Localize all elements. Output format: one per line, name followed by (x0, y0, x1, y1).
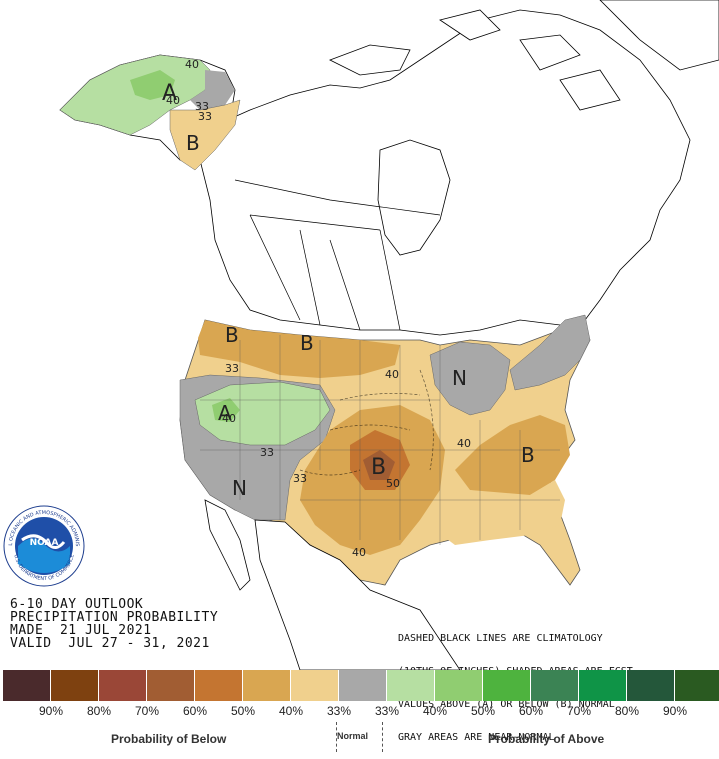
label-plains-40: 40 (385, 368, 399, 381)
legend-percent-label: 80% (614, 704, 640, 718)
label-sw-33a: 33 (260, 446, 274, 459)
label-center-b: B (371, 455, 386, 480)
legend-swatch (435, 670, 482, 701)
legend-percent-label: 40% (422, 704, 448, 718)
legend-percent-label: 33% (326, 704, 352, 718)
legend-swatch (627, 670, 674, 701)
note-line-3: VALUES ABOVE (A) OR BELOW (B) NORMAL (398, 699, 615, 710)
southeast-below-40 (435, 480, 565, 545)
legend-swatch (99, 670, 146, 701)
title-line-1: 6-10 DAY OUTLOOK (10, 597, 144, 612)
legend-above-label: Probability of Above (488, 732, 605, 746)
hudson-bay (377, 139, 451, 256)
label-sw-40: 40 (222, 412, 236, 425)
baja (204, 499, 251, 591)
label-greatlakes-n: N (452, 366, 467, 390)
outlook-title-block: 6-10 DAY OUTLOOK PRECIPITATION PROBABILI… (10, 598, 218, 650)
legend-swatch (579, 670, 626, 701)
northwest-below-40 (198, 320, 400, 378)
legend-percent-label: 90% (38, 704, 64, 718)
label-tx-40: 40 (352, 546, 366, 559)
label-ohio-40: 40 (457, 437, 471, 450)
legend-percent-label: 60% (182, 704, 208, 718)
legend-divider-right (382, 722, 383, 752)
southeast-below-50 (455, 415, 570, 495)
central-below-70 (363, 450, 395, 480)
label-sw-33b: 33 (293, 472, 307, 485)
legend-swatch (291, 670, 338, 701)
legend-percent-label: 70% (566, 704, 592, 718)
legend-percent-label: 40% (278, 704, 304, 718)
legend-swatch (387, 670, 434, 701)
arctic-islands (329, 9, 621, 111)
label-nw-b: B (225, 323, 239, 347)
greenland-edge (599, 0, 719, 71)
legend-swatch (483, 670, 530, 701)
legend-swatch (531, 670, 578, 701)
legend-percent-label: 80% (86, 704, 112, 718)
legend-swatch (675, 670, 719, 701)
legend-below-label: Probability of Below (111, 732, 227, 746)
label-se-b: B (521, 443, 535, 467)
legend-normal-label: Normal (337, 731, 369, 741)
mexico-landmass (254, 519, 461, 670)
alaska-tan-area (169, 99, 241, 171)
legend-percent-label: 50% (230, 704, 256, 718)
label-center-50: 50 (386, 477, 400, 490)
precipitation-outlook-map: A 40 40 33 33 B B B 33 A 40 33 33 N 40 N… (59, 0, 719, 670)
legend-percent-label: 90% (662, 704, 688, 718)
label-nw-33: 33 (225, 362, 239, 375)
noaa-logo-text: NOAA (30, 538, 59, 548)
noaa-logo: NOAA NATIONAL OCEANIC AND ATMOSPHERIC AD… (2, 504, 85, 587)
province-lines (234, 179, 441, 331)
legend-percent-label: 70% (134, 704, 160, 718)
alaska-green-core (130, 70, 175, 100)
state-lines (200, 335, 560, 545)
label-north-b: B (300, 331, 314, 355)
legend-percent-label: 50% (470, 704, 496, 718)
label-alaska-40a: 40 (185, 58, 199, 71)
title-line-2: PRECIPITATION PROBABILITY (10, 610, 219, 625)
legend-swatches (3, 670, 719, 701)
title-line-4: VALID JUL 27 - 31, 2021 (10, 636, 210, 651)
alaska-gray-area (190, 70, 235, 110)
legend-swatch (51, 670, 98, 701)
label-alaska-33b: 33 (198, 110, 212, 123)
legend-swatch (147, 670, 194, 701)
label-sw-a: A (218, 401, 232, 425)
legend-swatch (195, 670, 242, 701)
note-line-1: DASHED BLACK LINES ARE CLIMATOLOGY (398, 633, 603, 644)
legend-percent-label: 60% (518, 704, 544, 718)
legend-swatch (243, 670, 290, 701)
label-alaska-33a: 33 (195, 100, 209, 113)
title-line-3: MADE 21 JUL 2021 (10, 623, 152, 638)
legend-divider-left (336, 722, 337, 752)
note-line-4: GRAY AREAS ARE NEAR-NORMAL (398, 732, 555, 743)
label-alaska-b: B (186, 131, 200, 155)
legend-swatch (339, 670, 386, 701)
climatology-dashed-lines (299, 369, 434, 476)
label-alaska-40b: 40 (166, 94, 180, 107)
legend-percent-label: 33% (374, 704, 400, 718)
label-alaska-a: A (162, 81, 177, 106)
legend-percentages: 90% 80% 70% 60% 50% 40% 33% 33% 40% 50% 60% 70% 80% 9… (3, 704, 699, 720)
great-basin-green-core (212, 398, 240, 422)
great-basin-green (194, 381, 331, 446)
label-sw-n: N (232, 476, 247, 500)
northeast-gray (509, 314, 591, 391)
legend-swatch (3, 670, 50, 701)
probability-legend: 90% 80% 70% 60% 50% 40% 33% 33% 40% 50% 60% 70% 80% 9… (0, 670, 719, 759)
great-lakes-gray (429, 341, 511, 416)
